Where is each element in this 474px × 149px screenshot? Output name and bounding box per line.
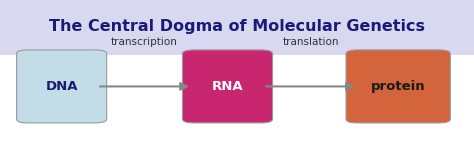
Text: RNA: RNA — [212, 80, 243, 93]
Text: The Central Dogma of Molecular Genetics: The Central Dogma of Molecular Genetics — [49, 19, 425, 34]
Text: translation: translation — [282, 37, 339, 47]
Text: DNA: DNA — [46, 80, 78, 93]
Text: transcription: transcription — [111, 37, 178, 47]
FancyBboxPatch shape — [17, 50, 107, 123]
Text: protein: protein — [371, 80, 426, 93]
FancyBboxPatch shape — [0, 0, 474, 55]
FancyBboxPatch shape — [182, 50, 273, 123]
FancyBboxPatch shape — [346, 50, 450, 123]
